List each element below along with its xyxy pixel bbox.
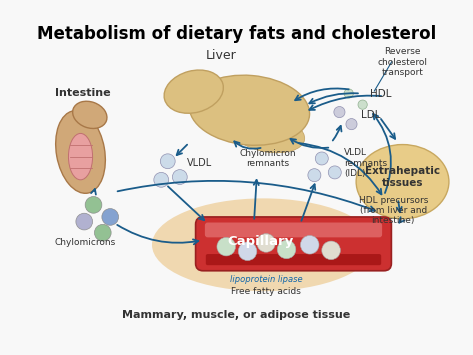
- Circle shape: [277, 240, 296, 259]
- Circle shape: [95, 224, 111, 241]
- Ellipse shape: [56, 111, 105, 193]
- Text: lipoprotein lipase: lipoprotein lipase: [230, 275, 302, 284]
- Text: HDL precursors
(from liver and
intestine): HDL precursors (from liver and intestine…: [359, 196, 428, 225]
- Text: Reverse
cholesterol
transport: Reverse cholesterol transport: [377, 47, 428, 77]
- Circle shape: [160, 154, 175, 169]
- Text: Chylomicrons: Chylomicrons: [54, 238, 116, 247]
- Ellipse shape: [69, 133, 93, 180]
- Text: LDL: LDL: [361, 110, 380, 120]
- Text: Extrahepatic
tissues: Extrahepatic tissues: [365, 166, 440, 188]
- Text: Mammary, muscle, or adipose tissue: Mammary, muscle, or adipose tissue: [123, 310, 350, 320]
- FancyBboxPatch shape: [206, 254, 381, 265]
- Text: Metabolism of dietary fats and cholesterol: Metabolism of dietary fats and cholester…: [37, 25, 436, 43]
- Text: VLDL: VLDL: [187, 158, 212, 168]
- Circle shape: [358, 100, 367, 109]
- Circle shape: [85, 197, 102, 213]
- Circle shape: [102, 209, 119, 225]
- FancyBboxPatch shape: [196, 217, 391, 271]
- Text: Free fatty acids: Free fatty acids: [231, 286, 301, 296]
- Circle shape: [238, 242, 257, 261]
- Circle shape: [334, 106, 345, 118]
- Circle shape: [308, 169, 321, 182]
- Ellipse shape: [73, 101, 107, 129]
- Text: Intestine: Intestine: [54, 88, 110, 98]
- Circle shape: [344, 89, 353, 98]
- Ellipse shape: [231, 114, 305, 153]
- Circle shape: [76, 213, 93, 230]
- Text: Chylomicron
remnants: Chylomicron remnants: [240, 149, 296, 168]
- Text: HDL: HDL: [370, 89, 392, 99]
- Ellipse shape: [152, 198, 375, 291]
- Text: VLDL
remnants
(IDL): VLDL remnants (IDL): [344, 148, 387, 178]
- Ellipse shape: [164, 70, 223, 113]
- Circle shape: [257, 234, 275, 252]
- FancyBboxPatch shape: [205, 223, 382, 237]
- Circle shape: [300, 235, 319, 254]
- Circle shape: [217, 237, 236, 256]
- Text: Liver: Liver: [206, 49, 237, 62]
- Circle shape: [322, 241, 341, 260]
- Circle shape: [328, 166, 342, 179]
- Ellipse shape: [189, 75, 310, 145]
- Ellipse shape: [356, 144, 449, 219]
- Circle shape: [315, 152, 328, 165]
- Text: Capillary: Capillary: [228, 235, 294, 248]
- Circle shape: [346, 119, 357, 130]
- Circle shape: [154, 173, 169, 187]
- Circle shape: [172, 170, 187, 185]
